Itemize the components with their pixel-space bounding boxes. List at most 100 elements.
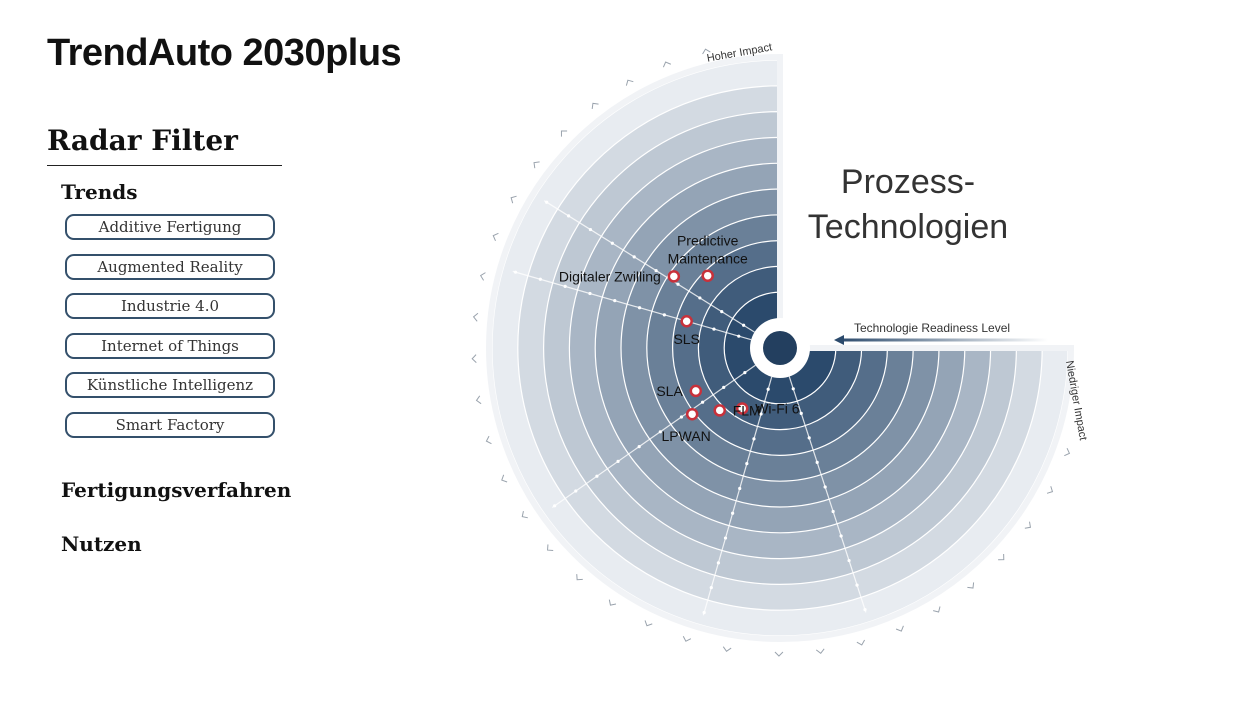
chevron-icon — [521, 511, 528, 519]
spoke-dot — [723, 536, 728, 540]
quadrant-title-line2: Technologien — [808, 208, 1008, 246]
marker-dot[interactable] — [667, 270, 681, 283]
chip-augmented-reality[interactable]: Augmented Reality — [65, 253, 275, 280]
chevron-icon — [501, 474, 508, 483]
spoke-dot — [637, 306, 642, 310]
marker-label: Predictive — [677, 233, 739, 249]
spoke-dot — [709, 586, 713, 590]
spoke-dot — [766, 387, 770, 391]
spoke-dot — [553, 504, 557, 508]
spoke-dot — [847, 558, 851, 563]
spoke-dot — [815, 460, 819, 465]
filter-section-fertigungsverfahren[interactable]: Fertigungsverfahren — [61, 477, 292, 502]
spoke-dot — [676, 282, 680, 286]
trl-arrow-shaft — [838, 338, 1048, 342]
radar-spokes — [512, 200, 867, 616]
spoke-dot — [574, 489, 578, 493]
spoke-dot — [839, 534, 843, 538]
radar-marker[interactable]: Predictive Maintenance — [668, 233, 748, 282]
marker-dot[interactable] — [680, 314, 693, 328]
spoke-dot — [654, 268, 658, 273]
spoke-dot — [823, 485, 827, 489]
chevron-icon — [485, 435, 492, 445]
chip-internet-of-things[interactable]: Internet of Things — [65, 332, 275, 359]
spoke-dot — [513, 270, 518, 274]
chevron-icon — [967, 582, 975, 589]
spoke-dot — [588, 291, 592, 296]
chevron-icon — [608, 599, 617, 606]
marker-label: Maintenance — [668, 251, 748, 267]
radar-svg: Prozess- Technologien Hoher Impact Niedr… — [471, 41, 1089, 657]
chevron-icon — [471, 354, 477, 363]
spoke-dot — [742, 323, 746, 327]
radar-marker[interactable]: SLS — [673, 314, 700, 347]
spoke-dot — [616, 459, 620, 463]
impact-chevrons — [471, 48, 1071, 657]
radar-marker[interactable]: LPWAN — [662, 407, 711, 444]
radar-marker[interactable]: SLA — [656, 383, 703, 399]
chevron-icon — [1024, 521, 1032, 529]
radar-markers: Predictive Maintenance Digitaler Zwilling S… — [559, 233, 800, 444]
spoke-dot — [610, 241, 614, 245]
marker-label: FLM — [733, 402, 761, 418]
chevron-icon — [625, 79, 634, 86]
chevron-icon — [475, 395, 482, 405]
chip-smart-factory[interactable]: Smart Factory — [65, 411, 275, 438]
spoke-dot — [632, 255, 636, 259]
marker-dot[interactable] — [701, 269, 714, 282]
radar-marker[interactable]: FLM — [713, 402, 761, 418]
app-title: TrendAuto 2030plus — [47, 32, 402, 74]
spoke-dot — [588, 227, 593, 232]
radar-spoke — [512, 270, 752, 341]
spoke-dot — [720, 309, 724, 314]
spoke-dot — [722, 385, 726, 390]
spoke-dot — [743, 371, 747, 375]
radar-spoke — [702, 376, 773, 616]
chevron-icon — [547, 544, 554, 551]
filter-section-trends[interactable]: Trends — [61, 180, 138, 204]
spoke-dot — [698, 296, 702, 300]
spoke-dot — [731, 511, 735, 515]
marker-dot[interactable] — [713, 404, 726, 417]
marker-label: SLS — [673, 331, 699, 347]
spoke-dot — [752, 437, 756, 441]
chip-kuenstliche-intelligenz[interactable]: Künstliche Intelligenz — [65, 372, 275, 398]
chevron-icon — [510, 195, 517, 204]
chip-additive-fertigung[interactable]: Additive Fertigung — [65, 214, 275, 240]
radar-spoke — [788, 376, 867, 613]
radar-spoke — [543, 200, 755, 333]
radar-marker[interactable]: Digitaler Zwilling — [559, 268, 681, 284]
spoke-dot — [595, 474, 599, 478]
quadrant-title-line1: Prozess- — [841, 163, 975, 201]
chevron-icon — [682, 635, 692, 642]
chevron-icon — [662, 61, 672, 68]
marker-label: LPWAN — [662, 428, 711, 444]
radar-halo — [486, 53, 1075, 642]
spoke-dot — [545, 200, 549, 204]
spoke-dot — [637, 444, 641, 449]
radar-spoke — [551, 364, 756, 508]
marker-dot[interactable] — [735, 402, 749, 415]
chevron-icon — [702, 48, 711, 55]
chevron-icon — [856, 639, 866, 646]
trl-arrow-head — [834, 335, 844, 345]
marker-label: Wi-Fi 6 — [755, 400, 800, 416]
chevron-icon — [815, 648, 825, 654]
spoke-dot — [662, 313, 666, 317]
chip-industrie-4-0[interactable]: Industrie 4.0 — [65, 293, 275, 319]
chevron-icon — [774, 651, 784, 657]
filter-section-nutzen[interactable]: Nutzen — [61, 531, 142, 556]
spoke-dot — [658, 430, 662, 434]
chevron-icon — [591, 102, 599, 109]
radar-marker[interactable]: Wi-Fi 6 — [735, 400, 800, 416]
technology-radar: Prozess- Technologien Hoher Impact Niedr… — [420, 0, 1247, 700]
marker-dot[interactable] — [689, 384, 703, 398]
spoke-dot — [759, 412, 763, 416]
spoke-dot — [538, 277, 542, 281]
spoke-dot — [716, 561, 720, 565]
chevron-icon — [479, 272, 486, 281]
radar-filter-panel: Radar Filter Trends Additive Fertigung A… — [47, 124, 292, 556]
marker-dot[interactable] — [685, 407, 699, 421]
chevron-icon — [998, 553, 1005, 561]
chevron-icon — [560, 130, 568, 137]
